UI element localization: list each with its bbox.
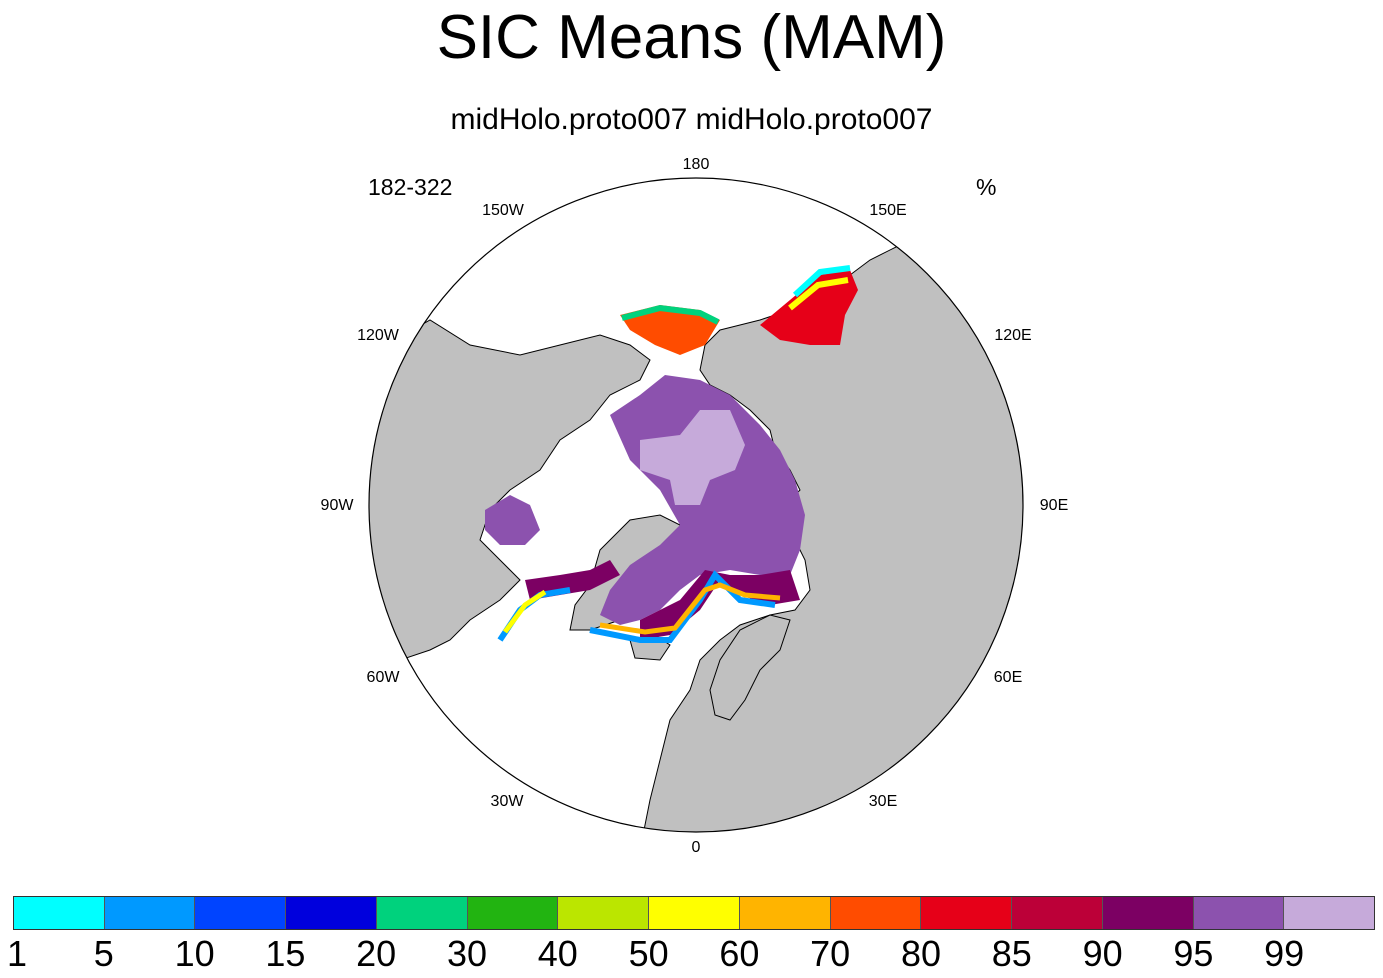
colorbar-level-label: 5	[93, 933, 114, 974]
lon-label-60e: 60E	[993, 669, 1023, 686]
colorbar-swatch	[286, 897, 377, 929]
colorbar	[13, 896, 1375, 930]
lon-label-30e: 30E	[868, 793, 898, 810]
sea-ice-thick-core	[640, 410, 745, 505]
colorbar-level-label: 70	[810, 933, 851, 974]
map-disc	[369, 178, 1023, 832]
plot-subtitle: midHolo.proto007 midHolo.proto007	[450, 103, 933, 136]
lon-label-150w: 150W	[482, 202, 524, 219]
lon-label-180: 180	[682, 156, 710, 173]
lon-label-120e: 120E	[994, 327, 1032, 344]
colorbar-level-label: 99	[1264, 933, 1305, 974]
colorbar-swatch	[921, 897, 1013, 929]
sea-ice-labrador-edge2	[502, 589, 547, 634]
colorbar-level-label: 50	[628, 933, 669, 974]
colorbar-swatch	[1284, 897, 1375, 929]
lon-label-0: 0	[691, 839, 701, 856]
lon-label-60w: 60W	[366, 669, 400, 686]
colorbar-swatch	[195, 897, 287, 929]
sea-ice-central-arctic	[600, 375, 805, 625]
sea-ice-bering	[620, 305, 720, 355]
colorbar-swatch	[1102, 897, 1194, 929]
colorbar-swatch	[739, 897, 831, 929]
land-north-america	[369, 319, 651, 702]
lon-label-90e: 90E	[1039, 497, 1069, 514]
colorbar-level-label: 90	[1082, 933, 1123, 974]
land-scandinavia	[709, 614, 791, 721]
colorbar-swatch	[1012, 897, 1103, 929]
colorbar-level-label: 85	[991, 933, 1032, 974]
units-label: %	[976, 174, 997, 200]
plot-title: SIC Means (MAM)	[436, 3, 947, 72]
colorbar-swatch	[467, 897, 559, 929]
colorbar-level-label: 1	[6, 933, 28, 974]
sea-ice-hudson-bay	[485, 495, 540, 545]
colorbar-level-label: 10	[174, 933, 215, 974]
sea-ice-barents-edge2	[599, 582, 781, 635]
lon-label-120w: 120W	[357, 327, 399, 344]
time-range-label: 182-322	[368, 174, 453, 200]
colorbar-swatch	[649, 897, 740, 929]
colorbar-swatch	[830, 897, 922, 929]
colorbar-swatch	[14, 897, 105, 929]
sea-ice-labrador	[525, 560, 620, 600]
colorbar-swatch	[104, 897, 196, 929]
colorbar-level-label: 60	[719, 933, 760, 974]
colorbar-level-label: 30	[446, 933, 488, 974]
lon-label-90w: 90W	[320, 497, 354, 514]
colorbar-swatch	[558, 897, 650, 929]
map-boundary	[368, 177, 1024, 833]
colorbar-level-label: 80	[900, 933, 942, 974]
lon-label-150e: 150E	[869, 202, 907, 219]
sea-ice-okhotsk-edge	[792, 265, 851, 298]
sea-ice-bering-edge	[621, 304, 720, 325]
sea-ice-okhotsk-edge2	[788, 277, 849, 311]
colorbar-level-label: 15	[265, 933, 306, 974]
colorbar-level-label: 95	[1173, 933, 1214, 974]
lon-label-30w: 30W	[490, 793, 524, 810]
colorbar-level-label: 20	[356, 933, 397, 974]
colorbar-swatch	[376, 897, 468, 929]
sea-ice-okhotsk	[760, 270, 858, 345]
colorbar-swatch	[1193, 897, 1285, 929]
colorbar-level-label: 40	[537, 933, 578, 974]
